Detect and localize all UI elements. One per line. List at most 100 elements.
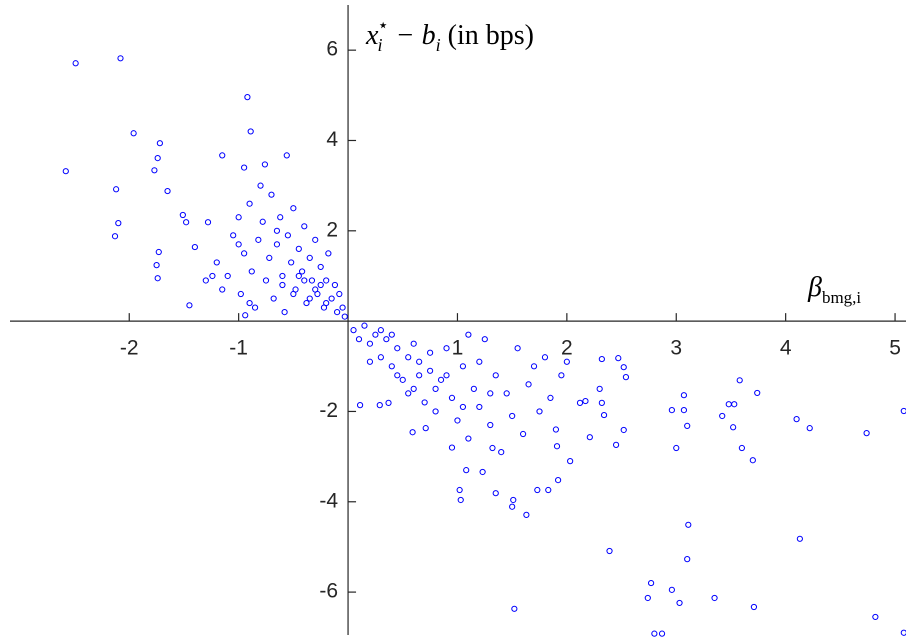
point — [151, 167, 158, 174]
point — [317, 263, 324, 271]
x-tick-label: -1 — [229, 337, 248, 360]
point — [209, 272, 216, 280]
point — [323, 277, 330, 284]
point — [308, 277, 316, 284]
y-tick-label: -2 — [319, 399, 338, 422]
point — [241, 250, 248, 257]
point — [422, 425, 429, 432]
point — [62, 168, 69, 175]
point — [130, 130, 137, 137]
point — [183, 219, 190, 226]
point — [356, 402, 364, 409]
point — [432, 408, 439, 415]
y-tick-label: 4 — [326, 128, 338, 151]
point — [553, 443, 561, 450]
point — [620, 426, 627, 434]
point — [394, 345, 401, 352]
point — [432, 385, 439, 392]
point — [242, 312, 249, 319]
point — [680, 392, 688, 399]
point — [361, 322, 368, 329]
x-tick-label: 1 — [452, 337, 464, 360]
point — [598, 399, 605, 406]
point — [339, 304, 346, 311]
point — [385, 399, 392, 406]
point — [350, 327, 357, 334]
point — [668, 586, 675, 593]
point — [405, 390, 412, 397]
point — [261, 161, 269, 168]
point — [900, 629, 906, 636]
point — [481, 336, 488, 343]
point — [328, 295, 335, 302]
point — [219, 152, 226, 159]
point — [377, 354, 384, 361]
point — [290, 205, 297, 212]
point — [487, 390, 494, 397]
point — [219, 286, 226, 293]
point — [331, 281, 339, 289]
y-tick-label: -6 — [319, 580, 338, 603]
point — [366, 358, 374, 365]
point — [377, 327, 384, 334]
point — [355, 336, 363, 343]
point — [230, 232, 237, 239]
point — [487, 421, 494, 429]
point — [612, 441, 620, 448]
point — [113, 186, 120, 193]
point — [405, 354, 412, 361]
point — [334, 308, 341, 316]
point — [684, 556, 691, 563]
point — [448, 444, 456, 451]
point — [388, 363, 395, 370]
point — [514, 345, 521, 352]
point — [317, 281, 324, 289]
point — [301, 223, 308, 230]
point — [410, 385, 417, 392]
point — [730, 424, 737, 431]
point — [448, 394, 456, 402]
point — [563, 358, 570, 365]
point — [459, 403, 467, 411]
point — [598, 355, 605, 363]
point — [600, 411, 608, 419]
point — [872, 613, 879, 621]
point — [155, 248, 162, 256]
label-part: ⋆ — [377, 15, 388, 35]
point — [153, 262, 160, 269]
point — [567, 458, 574, 465]
point — [244, 94, 251, 101]
point — [416, 372, 423, 379]
label-part: i — [436, 35, 441, 55]
point — [312, 236, 319, 243]
point — [534, 486, 541, 494]
point — [552, 426, 560, 433]
point — [644, 594, 651, 602]
label-part: bmg,i — [822, 288, 861, 307]
point — [255, 236, 262, 243]
point — [270, 295, 277, 302]
point — [179, 211, 186, 219]
x-tick-label: 4 — [780, 337, 792, 360]
point — [111, 233, 119, 240]
point — [427, 349, 434, 356]
point — [202, 277, 209, 284]
point — [248, 268, 255, 275]
point — [754, 389, 761, 397]
point — [262, 277, 270, 284]
point — [796, 535, 803, 542]
point — [376, 402, 383, 409]
point — [416, 358, 423, 365]
x-tick-label: 3 — [670, 337, 682, 360]
point — [156, 140, 163, 147]
point — [658, 630, 666, 637]
point — [459, 363, 467, 370]
label-part: − b — [389, 20, 436, 51]
point — [154, 154, 161, 162]
x-axis-label: βbmg,i — [807, 272, 861, 307]
point — [545, 486, 552, 494]
point — [213, 259, 220, 266]
point — [410, 340, 417, 347]
point — [295, 272, 302, 280]
point — [336, 290, 343, 298]
